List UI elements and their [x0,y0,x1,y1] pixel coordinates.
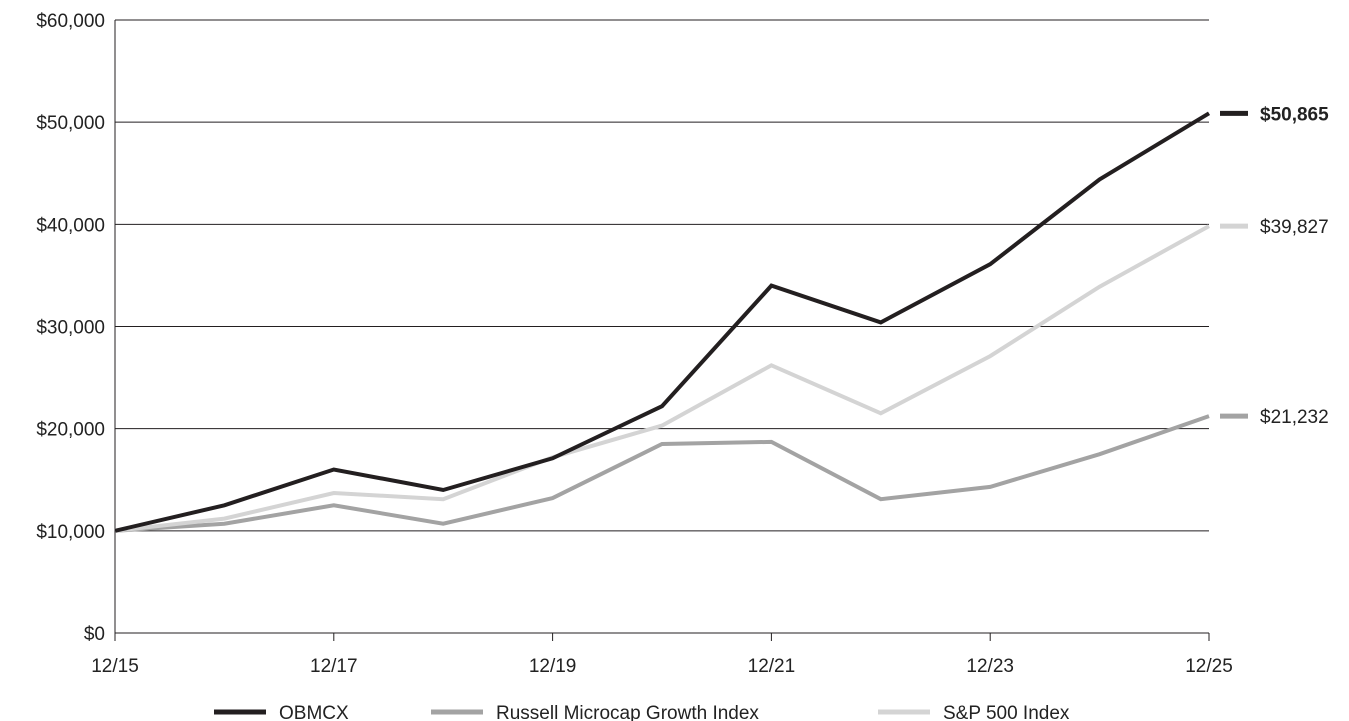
series-line-russell-microcap-growth-index [114,414,1210,533]
legend-label: Russell Microcap Growth Index [496,703,759,721]
y-tick-label: $50,000 [36,113,105,134]
y-tick-label: $40,000 [36,215,105,236]
x-tick-label: 12/17 [310,656,358,677]
end-value-labels: $50,865 $39,827 $21,232 [1220,104,1329,428]
y-tick-label: $0 [84,624,105,645]
x-tick-label: 12/15 [91,656,139,677]
legend-label: S&P 500 Index [943,703,1070,721]
y-tick-label: $30,000 [36,318,105,339]
axes: $0 $10,000 $20,000 $30,000 $40,000 $50,000 $60… [36,11,1232,677]
end-value-label: $39,827 [1260,217,1329,238]
y-tick-label: $10,000 [36,522,105,543]
series-line-obmcx [114,111,1211,533]
y-tick-label: $60,000 [36,11,105,32]
end-value-label: $50,865 [1260,104,1329,125]
series-lines [114,111,1211,533]
y-tick-label: $20,000 [36,420,105,441]
series-line-s-p-500-index [114,224,1210,533]
end-value-label: $21,232 [1260,407,1329,428]
x-tick-label: 12/25 [1185,656,1233,677]
x-tick-label: 12/21 [748,656,796,677]
gridlines [115,19,1209,532]
x-tick-label: 12/23 [966,656,1014,677]
legend: OBMCX Russell Microcap Growth Index S&P 50… [214,703,1070,721]
legend-label: OBMCX [279,703,349,721]
x-tick-label: 12/19 [529,656,577,677]
